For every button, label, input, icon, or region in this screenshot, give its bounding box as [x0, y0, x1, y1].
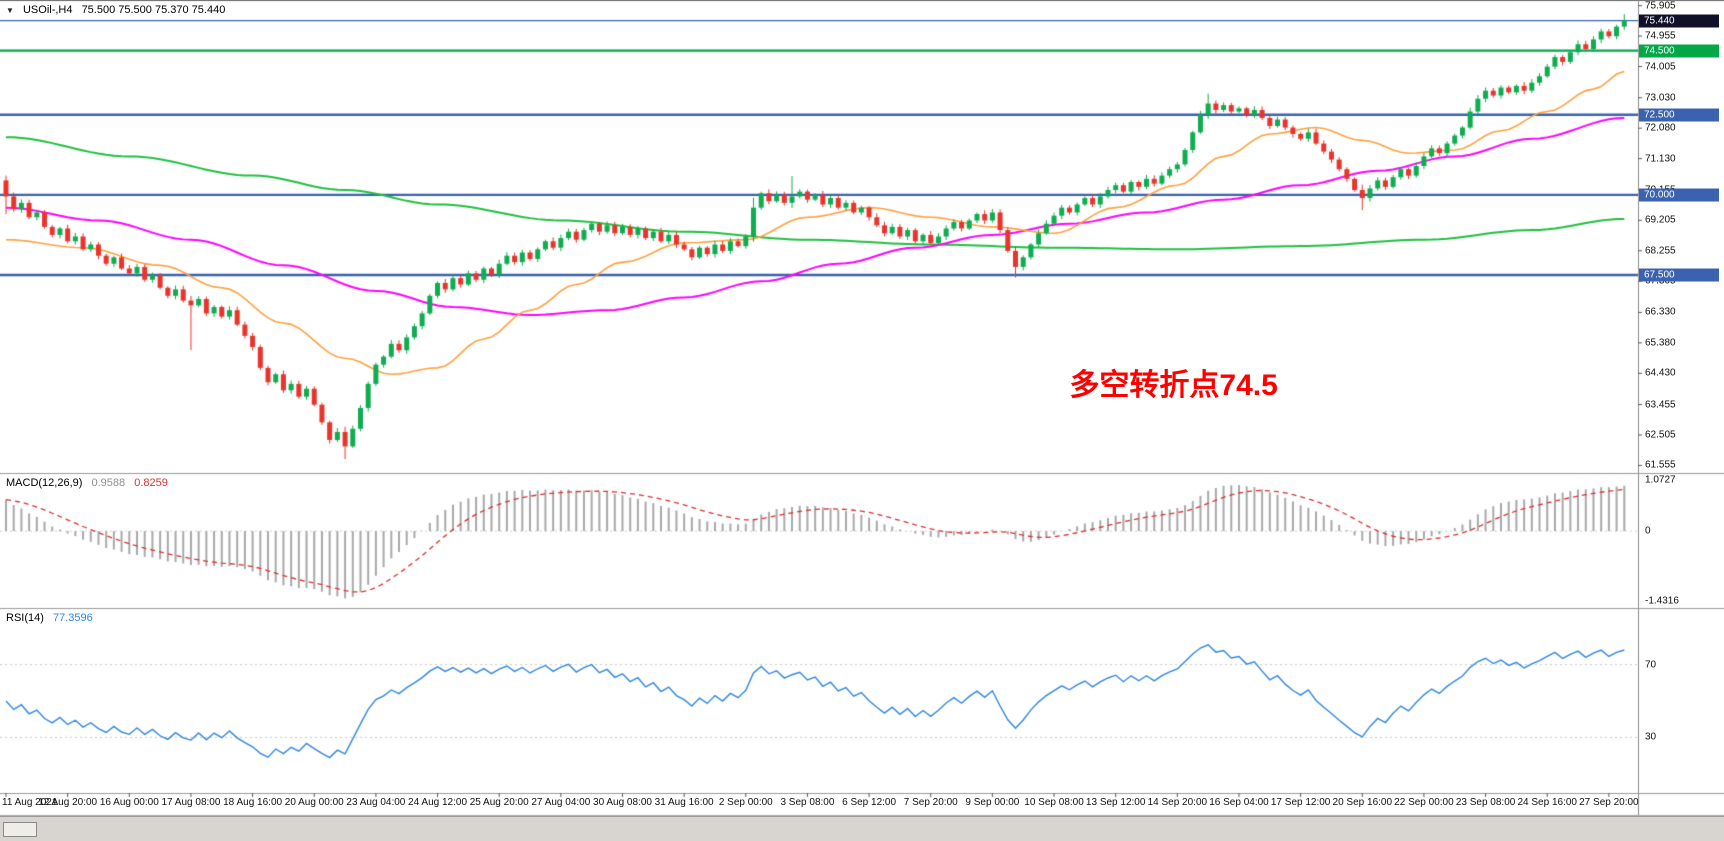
time-axis-label: 24 Aug 12:00 — [408, 797, 468, 808]
price-tick-label: 65.380 — [1645, 337, 1676, 349]
time-axis-label: 14 Sep 20:00 — [1147, 797, 1208, 808]
time-axis-label: 9 Sep 00:00 — [965, 797, 1020, 808]
time-axis-label: 12 Aug 20:00 — [38, 797, 98, 808]
time-axis-label: 31 Aug 16:00 — [654, 797, 714, 808]
time-axis-label: 10 Sep 08:00 — [1024, 797, 1084, 808]
price-level-label: 74.500 — [1639, 44, 1719, 58]
symbol-dropdown-triangle-icon[interactable]: ▼ — [6, 6, 14, 15]
time-axis-label: 27 Aug 04:00 — [531, 797, 591, 808]
time-axis-label: 22 Sep 00:00 — [1394, 797, 1454, 808]
time-axis-label: 11 Aug 2021 — [2, 797, 58, 808]
scrollbar-thumb[interactable] — [3, 822, 37, 837]
price-tick-label: 62.505 — [1645, 429, 1676, 441]
price-tick-label: 73.030 — [1645, 92, 1676, 104]
macd-axis-label: 1.0727 — [1645, 474, 1676, 486]
time-axis-label: 17 Aug 08:00 — [161, 797, 221, 808]
price-tick-label: 74.955 — [1645, 30, 1676, 42]
time-axis-label: 30 Aug 08:00 — [593, 797, 652, 808]
price-tick-label: 64.430 — [1645, 367, 1676, 379]
time-axis-label: 13 Sep 12:00 — [1085, 797, 1146, 808]
time-axis-label: 2 Sep 00:00 — [718, 797, 773, 808]
macd-indicator-label: MACD(12,26,9) — [6, 477, 83, 489]
macd-main-value: 0.9588 — [91, 477, 126, 489]
symbol-period-label: USOil-,H4 — [22, 4, 73, 16]
rsi-value: 77.3596 — [52, 612, 93, 624]
time-axis-label: 24 Sep 16:00 — [1517, 797, 1577, 808]
rsi-indicator-label: RSI(14) — [6, 612, 44, 624]
time-axis-label: 18 Aug 16:00 — [223, 797, 283, 808]
price-level-label: 70.000 — [1639, 188, 1719, 202]
macd-axis-label: -1.4316 — [1645, 595, 1679, 607]
time-axis-label: 20 Sep 16:00 — [1332, 797, 1393, 808]
ohlc-quote: 75.500 75.500 75.370 75.440 — [81, 4, 226, 16]
price-tick-label: 61.555 — [1645, 459, 1676, 471]
annotation-text[interactable]: 多空转折点74.5 — [1069, 368, 1278, 402]
time-axis-label: 7 Sep 20:00 — [903, 797, 958, 808]
price-tick-label: 71.130 — [1645, 153, 1676, 165]
rsi-axis-label: 70 — [1645, 659, 1657, 671]
chart-header: ▼ USOil-,H4 75.500 75.500 75.370 75.440 — [6, 4, 231, 16]
price-tick-label: 66.330 — [1645, 306, 1676, 318]
price-tick-label: 74.005 — [1645, 61, 1676, 73]
time-axis-label: 23 Aug 04:00 — [346, 797, 406, 808]
macd-axis-label: 0 — [1645, 525, 1651, 537]
price-tick-label: 63.455 — [1645, 399, 1676, 411]
time-axis-label: 25 Aug 20:00 — [469, 797, 529, 808]
price-tick-label: 75.905 — [1645, 0, 1676, 12]
macd-signal-value: 0.8259 — [134, 477, 168, 489]
price-level-label: 75.440 — [1639, 14, 1719, 28]
time-axis-label: 3 Sep 08:00 — [780, 797, 835, 808]
macd-header: MACD(12,26,9) 0.9588 0.8259 — [6, 477, 174, 489]
time-axis-label: 6 Sep 12:00 — [842, 797, 897, 808]
price-tick-label: 68.255 — [1645, 245, 1676, 257]
rsi-axis-label: 30 — [1645, 731, 1657, 743]
time-axis-label: 27 Sep 20:00 — [1579, 797, 1639, 808]
time-axis-label: 16 Aug 00:00 — [99, 797, 159, 808]
price-tick-label: 69.205 — [1645, 214, 1676, 226]
price-tick-label: 72.080 — [1645, 122, 1676, 134]
time-axis-label: 23 Sep 08:00 — [1455, 797, 1516, 808]
rsi-header: RSI(14) 77.3596 — [6, 612, 99, 624]
window-bottom-bar — [0, 816, 1724, 841]
time-axis-label: 20 Aug 00:00 — [284, 797, 344, 808]
price-level-label: 67.500 — [1639, 268, 1719, 282]
price-level-label: 72.500 — [1639, 108, 1719, 122]
time-axis-label: 16 Sep 04:00 — [1209, 797, 1269, 808]
time-axis-label: 17 Sep 12:00 — [1270, 797, 1331, 808]
